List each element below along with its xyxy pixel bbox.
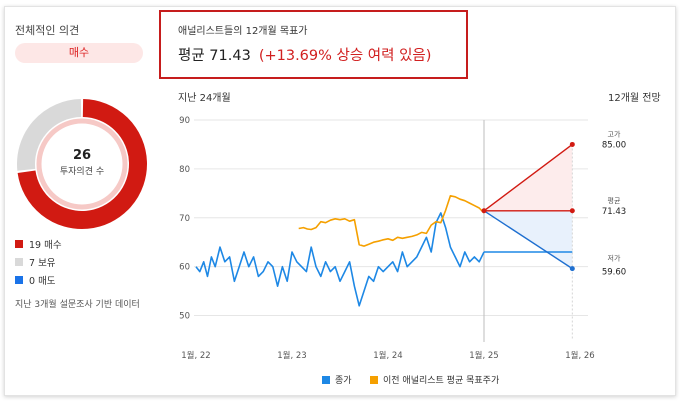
x-tick-label: 1월, 22 <box>181 350 210 361</box>
legend-hold-label: 7 보유 <box>29 258 56 269</box>
forecast-low-title: 저가 <box>608 254 621 263</box>
target-average-value: 평균 71.43 <box>178 48 251 64</box>
target-title: 애널리스트들의 12개월 목표가 <box>178 26 308 37</box>
legend-hold: 7 보유 <box>15 255 56 269</box>
consensus-title: 전체적인 의견 <box>15 24 80 37</box>
consensus-rating-badge: 매수 <box>15 43 143 63</box>
legend-target: 이전 애널리스트 평균 목표주가 <box>370 373 499 386</box>
donut-segment-0 <box>17 99 147 229</box>
consensus-total: 26 <box>73 148 91 163</box>
period-right-label: 12개월 전망 <box>608 93 661 104</box>
forecast-high-title: 고가 <box>608 129 621 138</box>
consensus-footnote: 지난 3개월 설문조사 기반 데이터 <box>15 300 140 310</box>
legend-sell-label: 0 매도 <box>29 276 56 287</box>
x-tick-label: 1월, 25 <box>469 350 498 361</box>
legend-target-label: 이전 애널리스트 평균 목표주가 <box>383 376 500 386</box>
price-swatch <box>322 375 330 384</box>
legend-buy: 19 매수 <box>15 237 62 251</box>
y-tick-label: 80 <box>179 165 190 175</box>
forecast-high-point <box>569 141 575 147</box>
y-tick-label: 90 <box>179 116 190 126</box>
forecast-average-value: 71.43 <box>602 207 626 217</box>
period-left-label: 지난 24개월 <box>178 93 231 104</box>
y-tick-label: 60 <box>179 263 190 273</box>
target-swatch <box>370 375 378 384</box>
forecast-high-value: 85.00 <box>602 140 626 150</box>
consensus-donut: 26 투자의견 수 <box>17 99 147 229</box>
forecast-average-point <box>569 208 575 214</box>
series-target-line <box>298 195 485 247</box>
y-tick-label: 50 <box>179 312 190 322</box>
consensus-total-label: 투자의견 수 <box>60 165 104 177</box>
sell-swatch <box>15 276 23 284</box>
x-tick-label: 1월, 26 <box>565 350 594 361</box>
donut-segment-1 <box>17 99 82 171</box>
legend-price: 종가 <box>322 373 352 386</box>
forecast-start-point <box>481 208 487 214</box>
forecast-low-point <box>569 266 575 272</box>
target-highlight-box <box>159 10 468 79</box>
forecast-low-value: 59.60 <box>602 268 626 278</box>
x-tick-label: 1월, 23 <box>277 350 306 361</box>
donut-inner-ring <box>36 118 128 210</box>
target-upside: (+13.69% 상승 여력 있음) <box>258 48 432 64</box>
hold-swatch <box>15 258 23 266</box>
forecast-low-line <box>483 210 573 270</box>
buy-swatch <box>15 240 23 248</box>
forecast-average-title: 평균 <box>608 196 621 205</box>
series-price-line <box>195 212 485 307</box>
forecast-high-line <box>483 143 573 212</box>
target-average: 평균 71.43 (+13.69% 상승 여력 있음) <box>178 44 431 65</box>
y-tick-label: 70 <box>179 214 190 224</box>
x-tick-label: 1월, 24 <box>373 350 402 361</box>
legend-price-label: 종가 <box>335 376 352 386</box>
legend-buy-label: 19 매수 <box>29 240 62 251</box>
legend-sell: 0 매도 <box>15 273 56 287</box>
